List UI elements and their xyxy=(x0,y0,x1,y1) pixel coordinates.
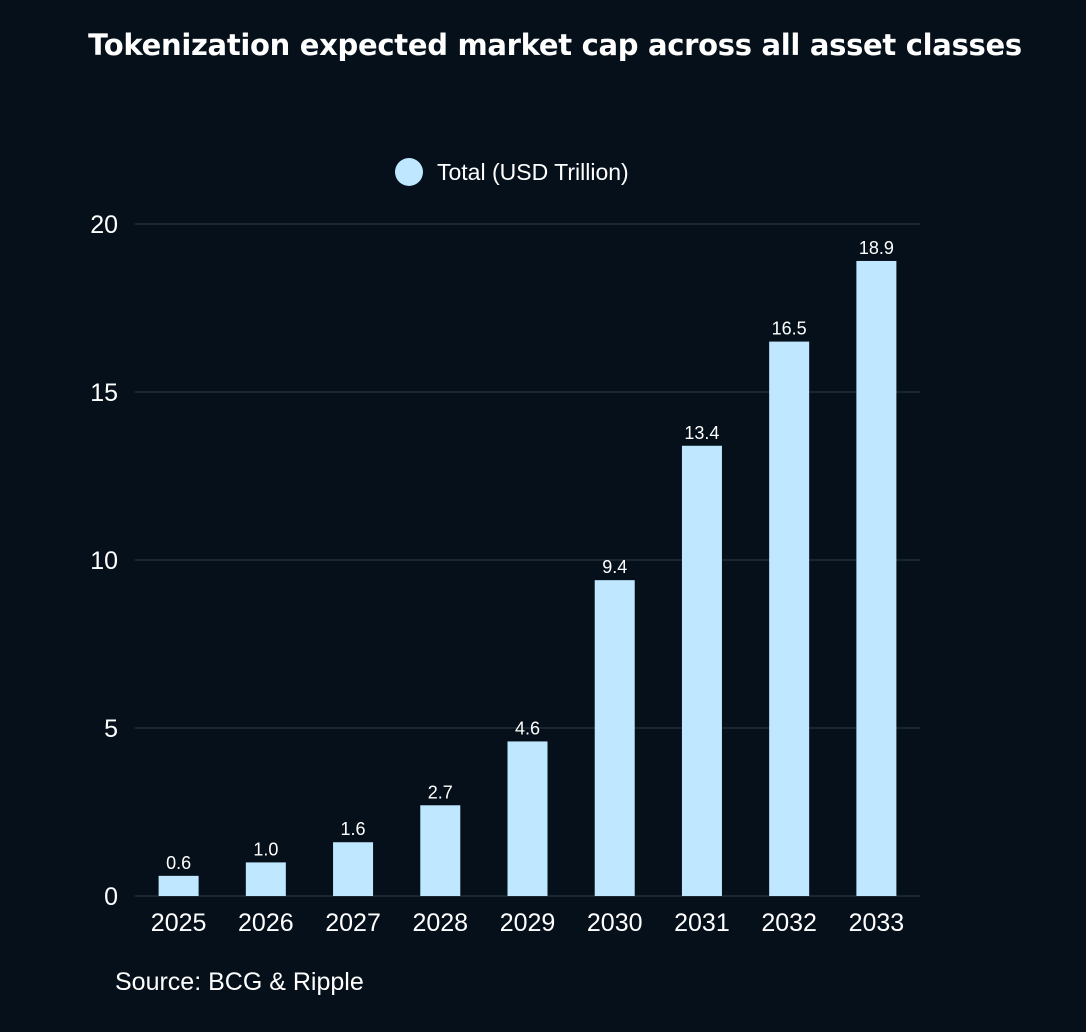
y-tick-label: 15 xyxy=(90,379,118,407)
x-tick-label-2031: 2031 xyxy=(674,909,730,937)
x-tick-label-2029: 2029 xyxy=(500,909,556,937)
y-tick-label: 20 xyxy=(90,211,118,239)
y-tick-label: 5 xyxy=(104,715,118,743)
bar-2025 xyxy=(158,875,199,896)
source-note: Source: BCG & Ripple xyxy=(115,968,364,996)
x-tick-label-2026: 2026 xyxy=(238,909,294,937)
bar-2028 xyxy=(420,805,461,896)
data-label-2027: 1.6 xyxy=(341,819,366,839)
legend-marker xyxy=(395,158,423,186)
data-label-2033: 18.9 xyxy=(859,238,894,258)
chart-title: Tokenization expected market cap across … xyxy=(88,28,1022,62)
data-label-2025: 0.6 xyxy=(166,853,191,873)
x-tick-label-2028: 2028 xyxy=(412,909,468,937)
data-label-2029: 4.6 xyxy=(515,718,540,738)
data-label-2028: 2.7 xyxy=(428,782,453,802)
bar-2029 xyxy=(507,741,548,896)
x-tick-label-2032: 2032 xyxy=(761,909,817,937)
x-tick-label-2027: 2027 xyxy=(325,909,381,937)
x-tick-label-2033: 2033 xyxy=(849,909,905,937)
data-label-2031: 13.4 xyxy=(684,423,719,443)
bar-2030 xyxy=(594,580,635,896)
x-tick-label-2025: 2025 xyxy=(151,909,207,937)
data-label-2032: 16.5 xyxy=(772,319,807,339)
x-tick-label-2030: 2030 xyxy=(587,909,643,937)
data-label-2030: 9.4 xyxy=(602,557,627,577)
legend-label: Total (USD Trillion) xyxy=(437,159,629,185)
bar-2032 xyxy=(769,341,810,897)
bar-2026 xyxy=(245,862,286,896)
bar-2033 xyxy=(856,260,897,897)
y-tick-label: 0 xyxy=(104,883,118,911)
y-tick-label: 10 xyxy=(90,547,118,575)
data-label-2026: 1.0 xyxy=(253,839,278,859)
bar-2027 xyxy=(333,842,374,896)
bar-2031 xyxy=(681,445,722,896)
